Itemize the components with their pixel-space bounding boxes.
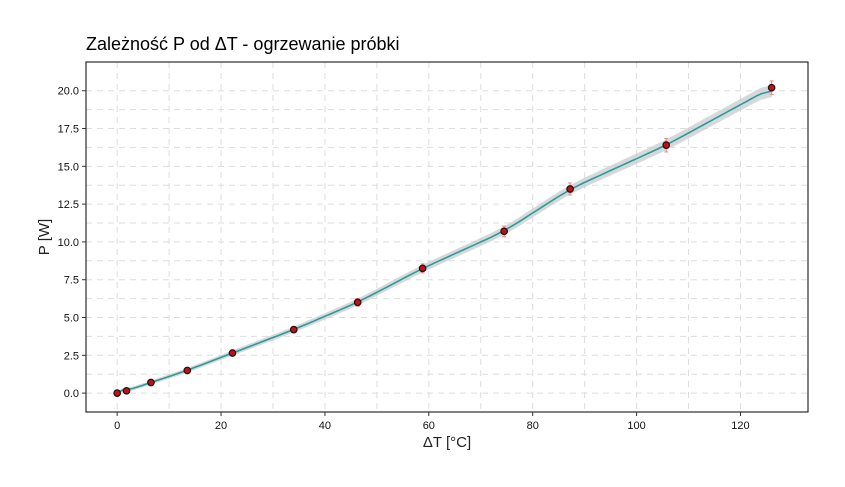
data-point	[113, 389, 122, 397]
point-marker	[353, 298, 362, 307]
y-tick-label: 2.5	[64, 350, 79, 362]
chart-title: Zależność P od ΔT - ogrzewanie próbki	[86, 34, 400, 54]
x-axis-title: ΔT [°C]	[423, 434, 471, 451]
data-point	[418, 263, 427, 274]
x-tick-label: 120	[731, 420, 749, 432]
data-point	[228, 349, 237, 357]
data-point	[662, 137, 671, 153]
point-marker	[767, 83, 776, 92]
panel-border	[85, 61, 809, 413]
fit-line	[116, 87, 773, 394]
data-points-layer	[113, 80, 776, 397]
point-marker	[228, 349, 237, 357]
data-point	[500, 225, 508, 238]
x-tick-label: 20	[215, 420, 227, 432]
x-tick-label: 60	[423, 420, 435, 432]
point-marker	[147, 378, 155, 387]
data-point	[147, 378, 155, 387]
y-tick-label: 0.0	[64, 388, 79, 400]
y-tick-label: 10.0	[58, 237, 79, 249]
data-point	[353, 298, 362, 307]
point-marker	[418, 264, 427, 273]
data-point	[289, 325, 298, 334]
fit-line-layer	[116, 87, 773, 394]
point-marker	[183, 366, 192, 375]
y-axis-title: P [W]	[36, 219, 53, 255]
point-marker	[662, 141, 671, 150]
point-marker	[566, 185, 574, 193]
point-marker	[500, 227, 508, 236]
point-marker	[122, 386, 131, 395]
y-tick-label: 20.0	[58, 86, 79, 98]
x-tick-label: 40	[319, 420, 331, 432]
point-marker	[289, 325, 298, 334]
x-tick-label: 100	[627, 420, 645, 432]
point-marker	[113, 389, 122, 397]
data-point	[566, 182, 574, 196]
data-point	[183, 366, 192, 375]
data-point	[767, 80, 776, 96]
data-point	[122, 386, 131, 395]
grid-layer	[86, 62, 808, 412]
y-tick-label: 15.0	[58, 161, 79, 173]
axis-layer: 0 20 40 60 80 100 120 0.0 2.5 5.0 7.5 10.0 12.5 15.0 1…	[58, 86, 750, 432]
y-tick-label: 5.0	[64, 313, 79, 325]
x-tick-label: 0	[114, 420, 120, 432]
y-tick-label: 7.5	[64, 275, 79, 287]
x-tick-label: 80	[527, 420, 539, 432]
y-tick-label: 12.5	[58, 199, 79, 211]
y-tick-label: 17.5	[58, 124, 79, 136]
